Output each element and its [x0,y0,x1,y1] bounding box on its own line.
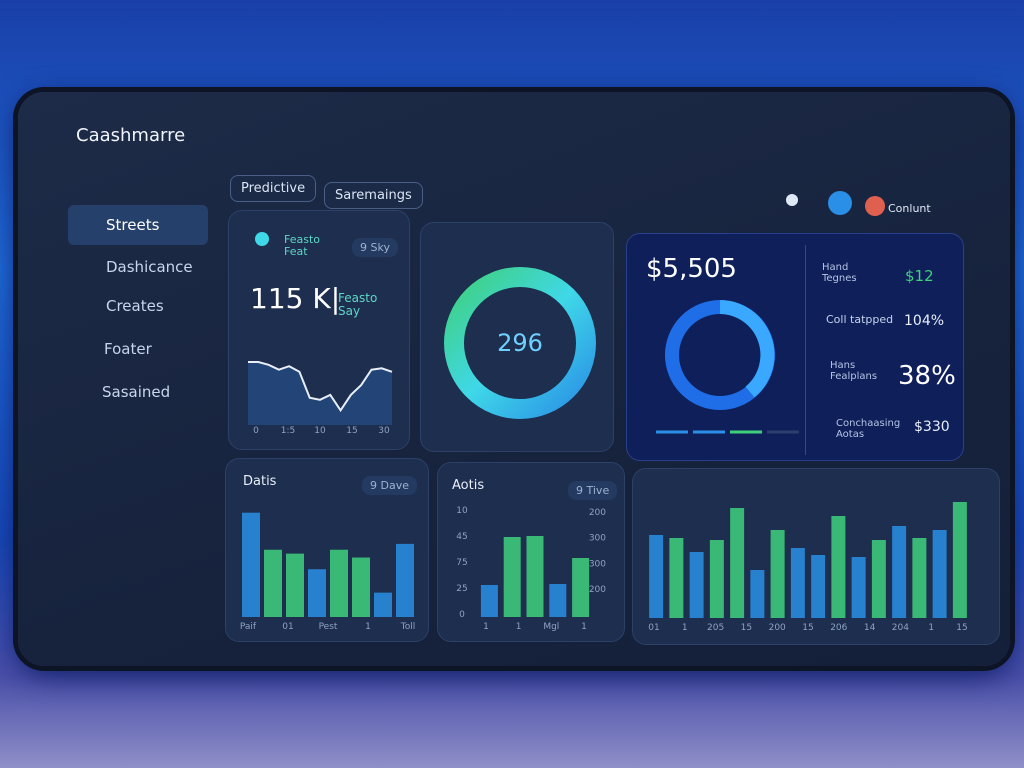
brand: Caashmarre [76,125,186,146]
tab[interactable]: Saremaings [324,182,423,209]
item-value: $330 [914,419,950,435]
item-value: 38% [898,361,956,391]
subtitle: Feasto Say [338,291,378,319]
ring-value: 296 [497,329,543,357]
item-label: Hans Fealplans [830,360,878,382]
tab[interactable]: Predictive [230,175,317,202]
badge: 9 Tive [568,481,618,500]
nav-item[interactable]: Foater [104,340,152,358]
card-title: Aotis [452,478,485,493]
nav-item[interactable]: Creates [106,297,164,315]
nav-item[interactable]: Streets [106,216,160,234]
item-label: Conchaasing Aotas [836,418,901,440]
nav-item[interactable]: Sasained [102,383,171,401]
nav-item[interactable]: Dashicance [106,258,193,276]
item-label: Coll tatpped [826,313,894,326]
card-title: Datis [243,474,277,489]
badge: 9 Dave [362,476,417,495]
item-value: 104% [904,313,945,329]
item-value: $12 [905,267,934,285]
nav-active-bg [68,205,208,245]
item-label: Hand Tegnes [822,262,857,284]
badge: 9 Sky [352,238,398,257]
bar-card [632,468,1000,645]
divider [805,245,806,455]
summary-value: $5,505 [646,254,737,284]
big-value: 115 K| [250,282,341,315]
card-title: Feasto Feat [284,233,321,259]
user-name[interactable]: Conlunt [888,202,931,215]
